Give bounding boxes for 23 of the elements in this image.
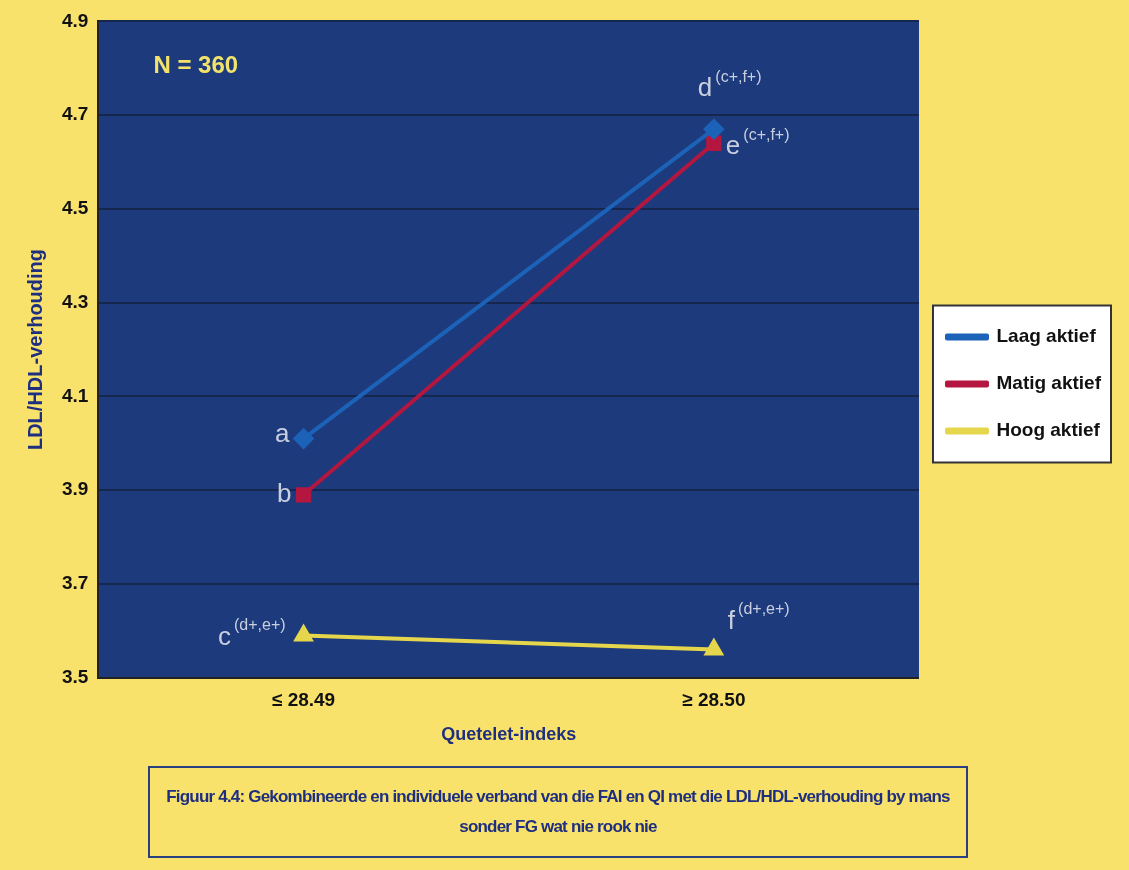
point: [293, 428, 314, 449]
x-tick-label: ≤ 28.49: [271, 689, 336, 711]
y-tick-label: 4.9: [61, 9, 89, 31]
annotation: a: [275, 417, 291, 448]
y-tick-label: 4.7: [61, 103, 89, 125]
legend-label: Matig aktief: [996, 372, 1102, 394]
point: [703, 119, 724, 140]
y-tick-label: 3.9: [61, 478, 89, 500]
x-axis-title: Quetelet-indeks: [441, 724, 577, 745]
annotation: N = 360: [153, 51, 239, 79]
legend-label: Hoog aktief: [996, 419, 1101, 441]
y-tick-label: 4.1: [61, 384, 89, 406]
y-tick-label: 4.3: [61, 290, 89, 312]
point: [295, 487, 312, 503]
annotation: b: [277, 477, 292, 508]
point: [706, 135, 722, 151]
y-tick-label: 3.5: [61, 665, 89, 687]
y-tick-label: 4.5: [61, 197, 89, 219]
y-axis-title: LDL/HDL-verhouding: [23, 248, 46, 451]
x-tick-label: ≥ 28.50: [682, 689, 746, 711]
text: Figuur 4.4: Gekombineerde en individuele verband van die FAI en QI met die LDL/HDL-verhouding by mans sonder FG wat nie rook nie: [148, 766, 968, 858]
y-tick-label: 3.7: [61, 572, 89, 594]
legend-label: Laag aktief: [996, 325, 1097, 347]
